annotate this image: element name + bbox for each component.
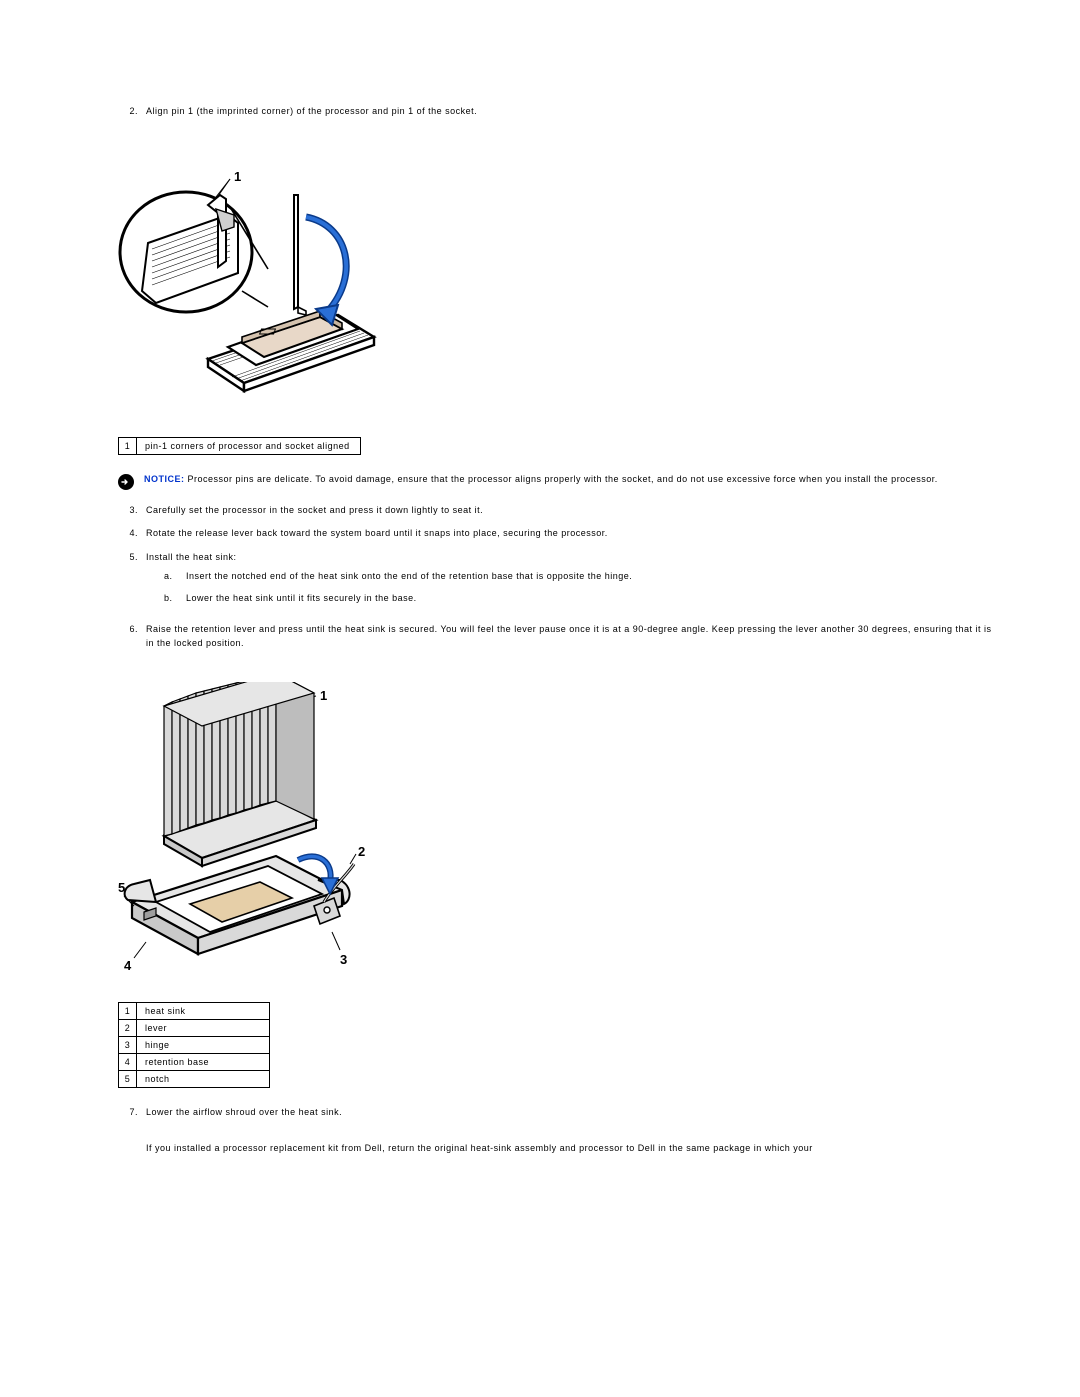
figure-1-svg: 1 [118,137,388,417]
substep-number: b. [164,592,186,606]
ordered-steps-cont: 3. Carefully set the processor in the so… [118,504,1000,651]
callout-1: 1 [234,169,242,184]
ordered-steps: 2. Align pin 1 (the imprinted corner) of… [118,105,1000,119]
figure2-callout-table: 1heat sink 2lever 3hinge 4retention base… [118,1002,270,1088]
notice-body: Processor pins are delicate. To avoid da… [185,474,938,484]
callout-num: 1 [119,1003,137,1020]
notice-text: NOTICE: Processor pins are delicate. To … [144,473,938,487]
step-text: Rotate the release lever back toward the… [146,527,1000,541]
table-row: 5notch [119,1071,270,1088]
figure1-callout-table: 1 pin-1 corners of processor and socket … [118,437,361,455]
table-row: 3hinge [119,1037,270,1054]
rotation-arrow [306,217,346,325]
notice-icon [118,474,134,490]
step-text: Lower the airflow shroud over the heat s… [146,1106,1000,1120]
callout-num: 4 [119,1054,137,1071]
step-text: Install the heat sink: a. Insert the not… [146,551,1000,614]
sub-steps: a. Insert the notched end of the heat si… [164,570,1000,605]
step-5a: a. Insert the notched end of the heat si… [164,570,1000,584]
callout-label: lever [137,1020,270,1037]
figure-2-svg: 1 [118,682,378,982]
callout-2: 2 [358,844,366,859]
callout-label: retention base [137,1054,270,1071]
callout-num: 1 [119,437,137,454]
substep-text: Lower the heat sink until it fits secure… [186,592,1000,606]
table-row: 4retention base [119,1054,270,1071]
step-5: 5. Install the heat sink: a. Insert the … [118,551,1000,614]
callout-label: heat sink [137,1003,270,1020]
retention-base [125,856,354,954]
step-6: 6. Raise the retention lever and press u… [118,623,1000,650]
trailing-paragraph: If you installed a processor replacement… [146,1142,1000,1156]
step-2: 2. Align pin 1 (the imprinted corner) of… [118,105,1000,119]
table-row: 1 pin-1 corners of processor and socket … [119,437,361,454]
heatsink-block [164,682,316,866]
callout-num: 2 [119,1020,137,1037]
notice: NOTICE: Processor pins are delicate. To … [118,473,1000,490]
step-text: Carefully set the processor in the socke… [146,504,1000,518]
step-number: 2. [118,105,146,119]
callout-1: 1 [320,688,328,703]
figure-heatsink-install: 1 [118,682,1000,982]
callout-num: 5 [119,1071,137,1088]
ordered-steps-final: 7. Lower the airflow shroud over the hea… [118,1106,1000,1120]
step-number: 5. [118,551,146,614]
callout-label: hinge [137,1037,270,1054]
table-row: 2lever [119,1020,270,1037]
figure-processor-alignment: 1 [118,137,1000,417]
callout-4: 4 [124,958,132,973]
callout-label: pin-1 corners of processor and socket al… [137,437,361,454]
step-7: 7. Lower the airflow shroud over the hea… [118,1106,1000,1120]
callout-num: 3 [119,1037,137,1054]
step-4: 4. Rotate the release lever back toward … [118,527,1000,541]
step-number: 6. [118,623,146,650]
substep-number: a. [164,570,186,584]
substep-text: Insert the notched end of the heat sink … [186,570,1000,584]
callout-label: notch [137,1071,270,1088]
callout-3: 3 [340,952,348,967]
step-5b: b. Lower the heat sink until it fits sec… [164,592,1000,606]
step-number: 4. [118,527,146,541]
step-5-text: Install the heat sink: [146,552,237,562]
step-3: 3. Carefully set the processor in the so… [118,504,1000,518]
callout-5: 5 [118,880,126,895]
step-text: Raise the retention lever and press unti… [146,623,1000,650]
table-row: 1heat sink [119,1003,270,1020]
step-number: 3. [118,504,146,518]
step-number: 7. [118,1106,146,1120]
notice-label: NOTICE: [144,474,185,484]
step-text: Align pin 1 (the imprinted corner) of th… [146,105,1000,119]
